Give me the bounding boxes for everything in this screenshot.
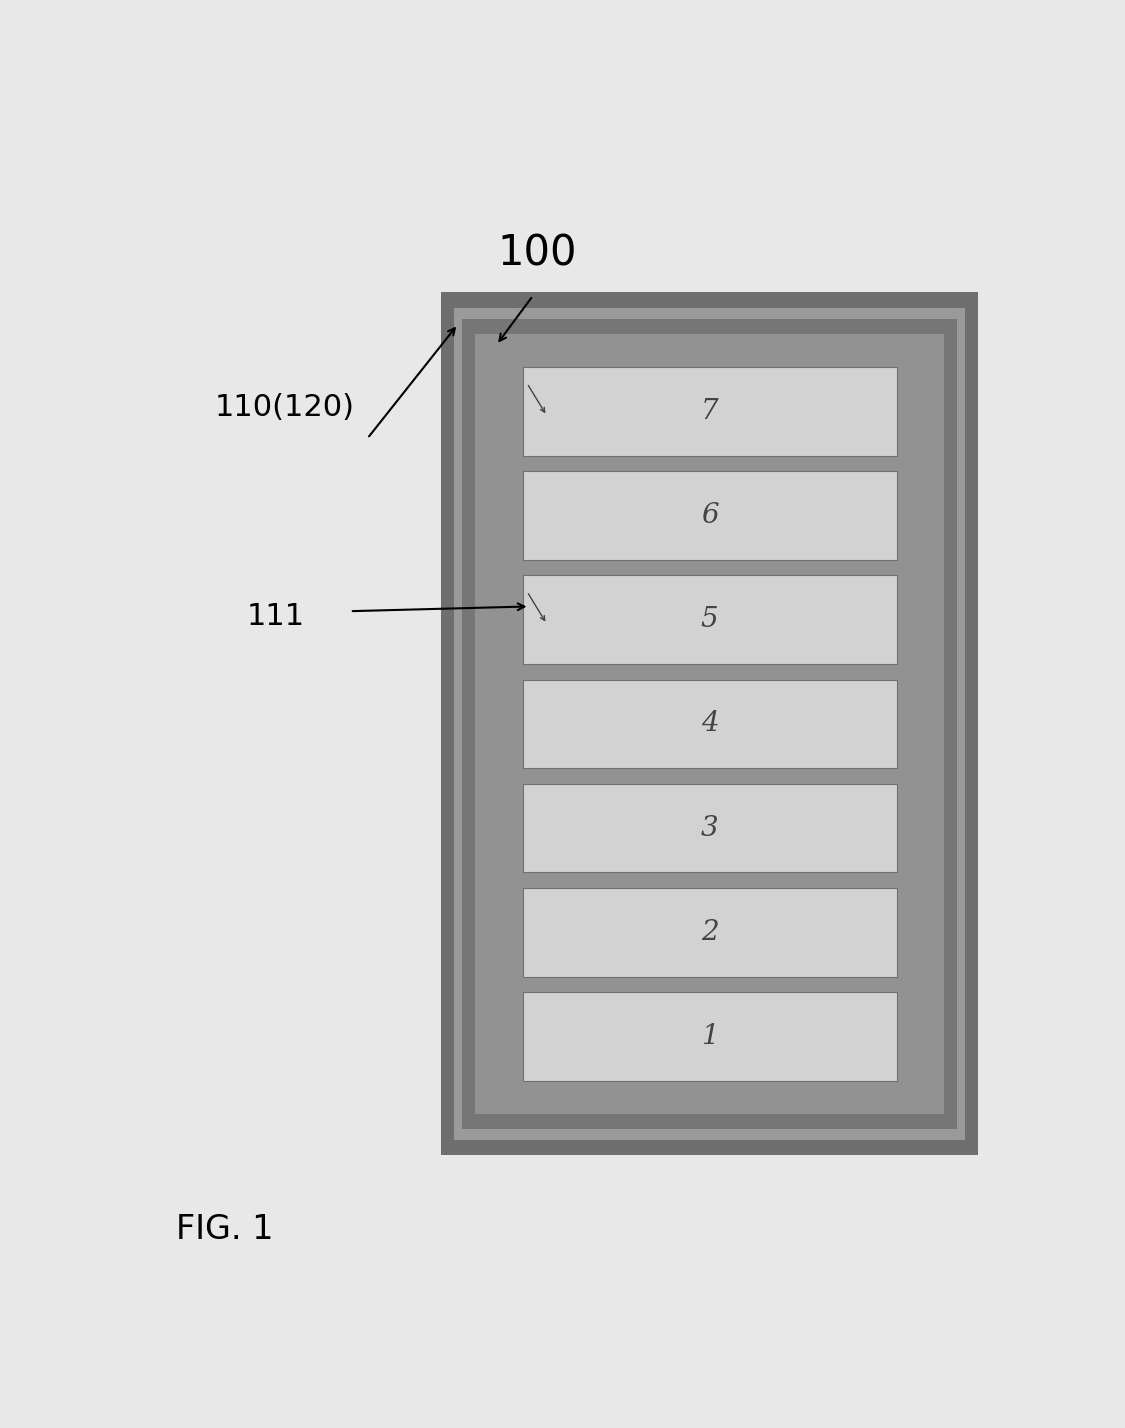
Text: 3: 3 xyxy=(701,814,719,841)
Bar xyxy=(522,367,897,456)
Bar xyxy=(522,680,897,768)
Text: 2: 2 xyxy=(701,918,719,945)
Text: 100: 100 xyxy=(497,233,577,274)
Text: 7: 7 xyxy=(701,398,719,426)
Text: 5: 5 xyxy=(701,607,719,633)
Text: 6: 6 xyxy=(701,503,719,530)
Bar xyxy=(462,318,956,1130)
Text: 4: 4 xyxy=(701,710,719,737)
Bar xyxy=(522,575,897,664)
Text: 110(120): 110(120) xyxy=(215,393,354,423)
Text: 1: 1 xyxy=(701,1022,719,1050)
Bar xyxy=(522,471,897,560)
Bar xyxy=(522,992,897,1081)
Bar xyxy=(441,293,978,1155)
Bar xyxy=(475,334,945,1114)
Text: 111: 111 xyxy=(246,603,305,631)
Text: FIG. 1: FIG. 1 xyxy=(176,1212,273,1245)
Bar xyxy=(522,784,897,873)
Bar xyxy=(453,307,965,1140)
Bar xyxy=(522,888,897,977)
